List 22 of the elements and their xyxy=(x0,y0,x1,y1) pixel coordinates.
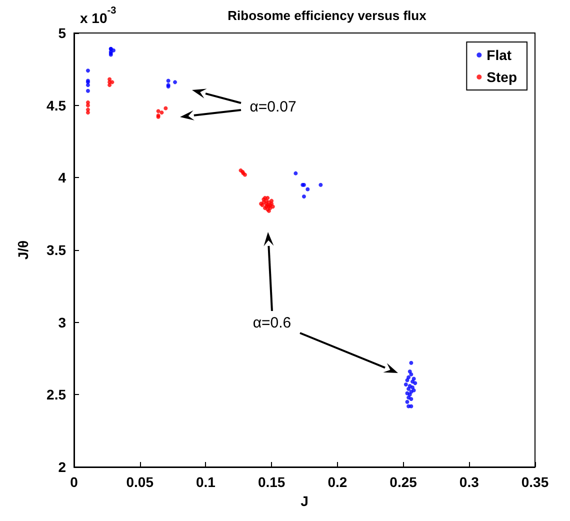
x-tick-label: 0.1 xyxy=(196,474,216,490)
y-tick-label: 4 xyxy=(58,170,66,186)
chart-title: Ribosome efficiency versus flux xyxy=(228,8,428,23)
x-tick-label: 0.3 xyxy=(459,474,480,490)
x-tick-label: 0 xyxy=(70,474,78,490)
y-tick-label: 2.5 xyxy=(46,386,66,403)
y-tick-label: 4.5 xyxy=(46,97,66,114)
x-tick-label: 0.35 xyxy=(521,474,549,490)
annotation: α=0.6 xyxy=(252,314,292,332)
x-tick-label: 0.05 xyxy=(126,474,154,490)
x-axis-title: J xyxy=(300,492,308,509)
y-tick-label: 5 xyxy=(58,25,66,41)
y-tick-label: 3 xyxy=(58,314,66,330)
y-tick-label: 3.5 xyxy=(46,242,66,258)
annotation: α=0.07 xyxy=(250,98,296,116)
x-tick-label: 0.15 xyxy=(258,474,286,490)
x-tick-label: 0.25 xyxy=(390,474,418,490)
y-tick-label: 2 xyxy=(58,459,66,475)
legend-label: Step xyxy=(486,69,518,85)
x-tick-label: 0.2 xyxy=(328,474,348,490)
y-axis-title: J/θ xyxy=(15,240,31,260)
legend-label: Flat xyxy=(486,47,512,63)
